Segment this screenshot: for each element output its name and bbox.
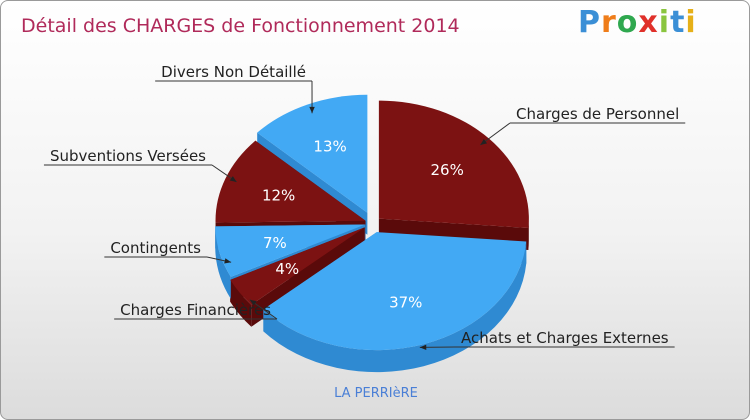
pie-slice-2 bbox=[263, 232, 527, 351]
logo-letter: i bbox=[658, 5, 671, 40]
callout-label: Charges de Personnel bbox=[516, 105, 679, 123]
logo-letter: t bbox=[670, 5, 686, 40]
pie-slice-6 bbox=[257, 94, 368, 213]
pie-slice-side bbox=[230, 279, 252, 327]
slice-percent-label: 7% bbox=[263, 234, 287, 252]
commune-label: LA PERRIèRE bbox=[334, 386, 418, 401]
callout-arrowhead bbox=[480, 138, 488, 145]
callout-label: Subventions Versées bbox=[50, 147, 206, 165]
callout-arrowhead bbox=[229, 176, 237, 182]
pie-slice-3 bbox=[230, 227, 365, 305]
slice-percent-label: 4% bbox=[275, 260, 299, 278]
logo-letter: o bbox=[616, 5, 639, 40]
callout-arrowhead bbox=[419, 344, 427, 351]
callout-arrowhead bbox=[309, 106, 315, 114]
logo-letter: x bbox=[638, 5, 659, 40]
callouts: Charges de Personnel Achats et Charges Ex… bbox=[43, 63, 686, 351]
logo-letter: i bbox=[685, 5, 697, 40]
callout-label: Contingents bbox=[110, 239, 201, 257]
slice-percent-label: 37% bbox=[389, 294, 422, 312]
pie-slice-side bbox=[215, 226, 231, 299]
proxiti-logo: Proxiti bbox=[578, 5, 697, 40]
callout-label: Divers Non Détaillé bbox=[161, 63, 306, 81]
pie-slice-1 bbox=[378, 100, 529, 229]
callout-arrowhead bbox=[249, 299, 257, 306]
logo-letter: r bbox=[601, 5, 617, 40]
callout-label: Charges Financières bbox=[120, 301, 271, 319]
logo-letter: P bbox=[578, 5, 601, 40]
pie-slice-5 bbox=[215, 140, 366, 223]
callout-arrowhead bbox=[224, 258, 232, 264]
slice-percent-label: 12% bbox=[262, 187, 295, 205]
callout-label: Achats et Charges Externes bbox=[461, 329, 669, 347]
slice-percent-label: 26% bbox=[431, 161, 464, 179]
pie-slice-side bbox=[263, 241, 527, 373]
pie-slice-4 bbox=[215, 224, 366, 277]
chart-title: Détail des CHARGES de Fonctionnement 201… bbox=[21, 15, 460, 37]
pie-tops bbox=[215, 94, 529, 351]
slice-percent-label: 13% bbox=[313, 138, 346, 156]
